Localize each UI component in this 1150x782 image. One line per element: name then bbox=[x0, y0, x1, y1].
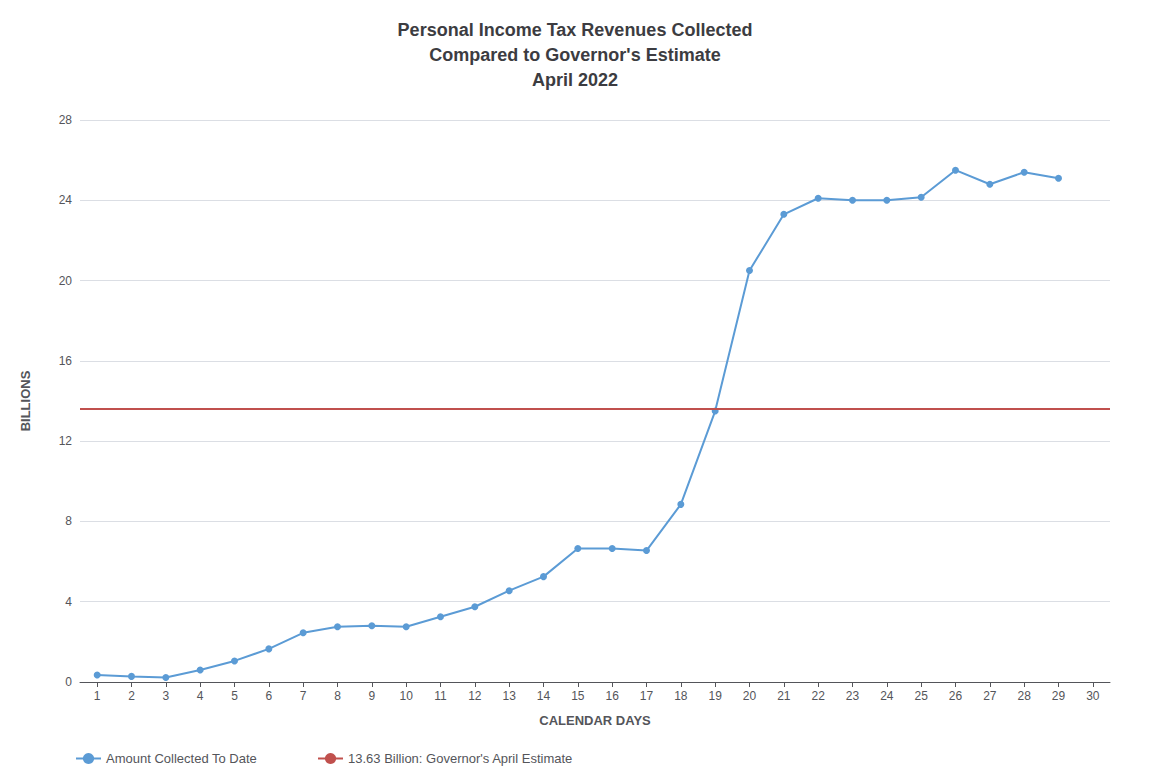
svg-text:25: 25 bbox=[914, 689, 928, 703]
svg-text:28: 28 bbox=[59, 113, 73, 127]
svg-text:24: 24 bbox=[59, 193, 73, 207]
svg-text:11: 11 bbox=[434, 689, 447, 703]
svg-text:BILLIONS: BILLIONS bbox=[18, 370, 33, 431]
svg-text:22: 22 bbox=[811, 689, 825, 703]
svg-text:2: 2 bbox=[128, 689, 135, 703]
svg-text:20: 20 bbox=[743, 689, 757, 703]
svg-text:6: 6 bbox=[265, 689, 272, 703]
svg-text:4: 4 bbox=[65, 595, 72, 609]
svg-text:16: 16 bbox=[605, 689, 619, 703]
svg-text:26: 26 bbox=[949, 689, 963, 703]
svg-text:29: 29 bbox=[1052, 689, 1066, 703]
svg-text:20: 20 bbox=[59, 274, 73, 288]
svg-text:27: 27 bbox=[983, 689, 997, 703]
svg-text:13.63 Billion: Governor's Apri: 13.63 Billion: Governor's April Estimate bbox=[348, 751, 572, 766]
svg-text:CALENDAR DAYS: CALENDAR DAYS bbox=[539, 713, 651, 728]
svg-text:3: 3 bbox=[162, 689, 169, 703]
svg-text:0: 0 bbox=[65, 675, 72, 689]
svg-text:4: 4 bbox=[197, 689, 204, 703]
svg-text:15: 15 bbox=[571, 689, 585, 703]
svg-text:30: 30 bbox=[1086, 689, 1100, 703]
svg-text:5: 5 bbox=[231, 689, 238, 703]
svg-text:Personal Income Tax Revenues C: Personal Income Tax Revenues Collected bbox=[398, 20, 753, 40]
svg-text:18: 18 bbox=[674, 689, 688, 703]
svg-text:April 2022: April 2022 bbox=[532, 70, 618, 90]
svg-text:1: 1 bbox=[94, 689, 101, 703]
svg-text:7: 7 bbox=[300, 689, 307, 703]
svg-text:8: 8 bbox=[65, 514, 72, 528]
svg-text:17: 17 bbox=[640, 689, 654, 703]
svg-text:28: 28 bbox=[1017, 689, 1031, 703]
svg-text:8: 8 bbox=[334, 689, 341, 703]
svg-text:Compared to Governor's Estimat: Compared to Governor's Estimate bbox=[429, 45, 720, 65]
svg-text:10: 10 bbox=[399, 689, 413, 703]
svg-text:14: 14 bbox=[537, 689, 551, 703]
svg-text:13: 13 bbox=[502, 689, 516, 703]
svg-text:19: 19 bbox=[708, 689, 722, 703]
svg-text:24: 24 bbox=[880, 689, 894, 703]
svg-text:21: 21 bbox=[777, 689, 791, 703]
svg-text:16: 16 bbox=[59, 354, 73, 368]
svg-text:23: 23 bbox=[846, 689, 860, 703]
svg-text:12: 12 bbox=[59, 434, 73, 448]
svg-text:Amount Collected To Date: Amount Collected To Date bbox=[106, 751, 257, 766]
svg-text:9: 9 bbox=[368, 689, 375, 703]
svg-text:12: 12 bbox=[468, 689, 482, 703]
